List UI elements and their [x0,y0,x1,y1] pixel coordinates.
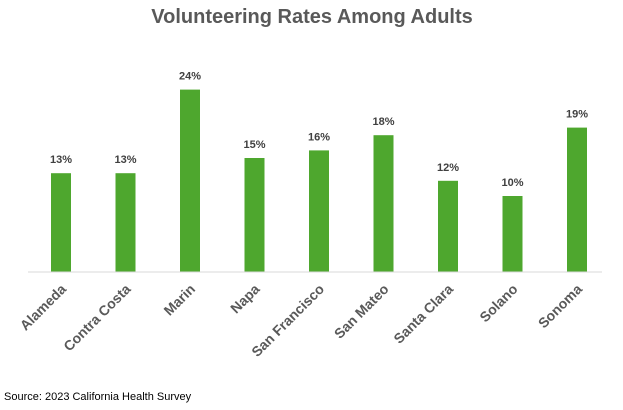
category-label-alameda: Alameda [17,281,70,334]
bar-santa-clara [438,180,458,272]
category-label-santa-clara: Santa Clara [390,281,456,347]
category-label-san-mateo: San Mateo [331,281,392,342]
category-label-contra-costa: Contra Costa [60,281,134,355]
category-label-sonoma: Sonoma [535,281,586,332]
bar-contra-costa [115,173,136,272]
bar-san-francisco [309,150,329,272]
data-label-solano: 10% [501,177,523,189]
data-label-napa: 15% [243,139,265,151]
bar-marin [180,89,200,272]
data-label-marin: 24% [179,71,201,83]
bar-napa [244,158,265,272]
data-label-san-mateo: 18% [372,116,394,128]
bar-sonoma [567,127,587,272]
data-label-contra-costa: 13% [114,154,136,166]
data-label-san-francisco: 16% [308,131,330,143]
category-label-marin: Marin [160,281,198,319]
data-label-alameda: 13% [50,154,72,166]
data-labels-group: 13% 13% 24% 15% 16% 18% 12% 10% 19% [50,71,588,189]
bar-alameda [51,173,71,272]
bars-group [51,89,587,272]
bar-san-mateo [373,135,394,272]
category-label-napa: Napa [227,281,263,317]
chart-title: Volunteering Rates Among Adults [151,6,473,28]
data-label-santa-clara: 12% [437,162,459,174]
source-note: Source: 2023 California Health Survey [4,391,192,403]
data-label-sonoma: 19% [566,109,588,121]
bar-solano [502,196,523,272]
category-label-solano: Solano [476,281,520,325]
